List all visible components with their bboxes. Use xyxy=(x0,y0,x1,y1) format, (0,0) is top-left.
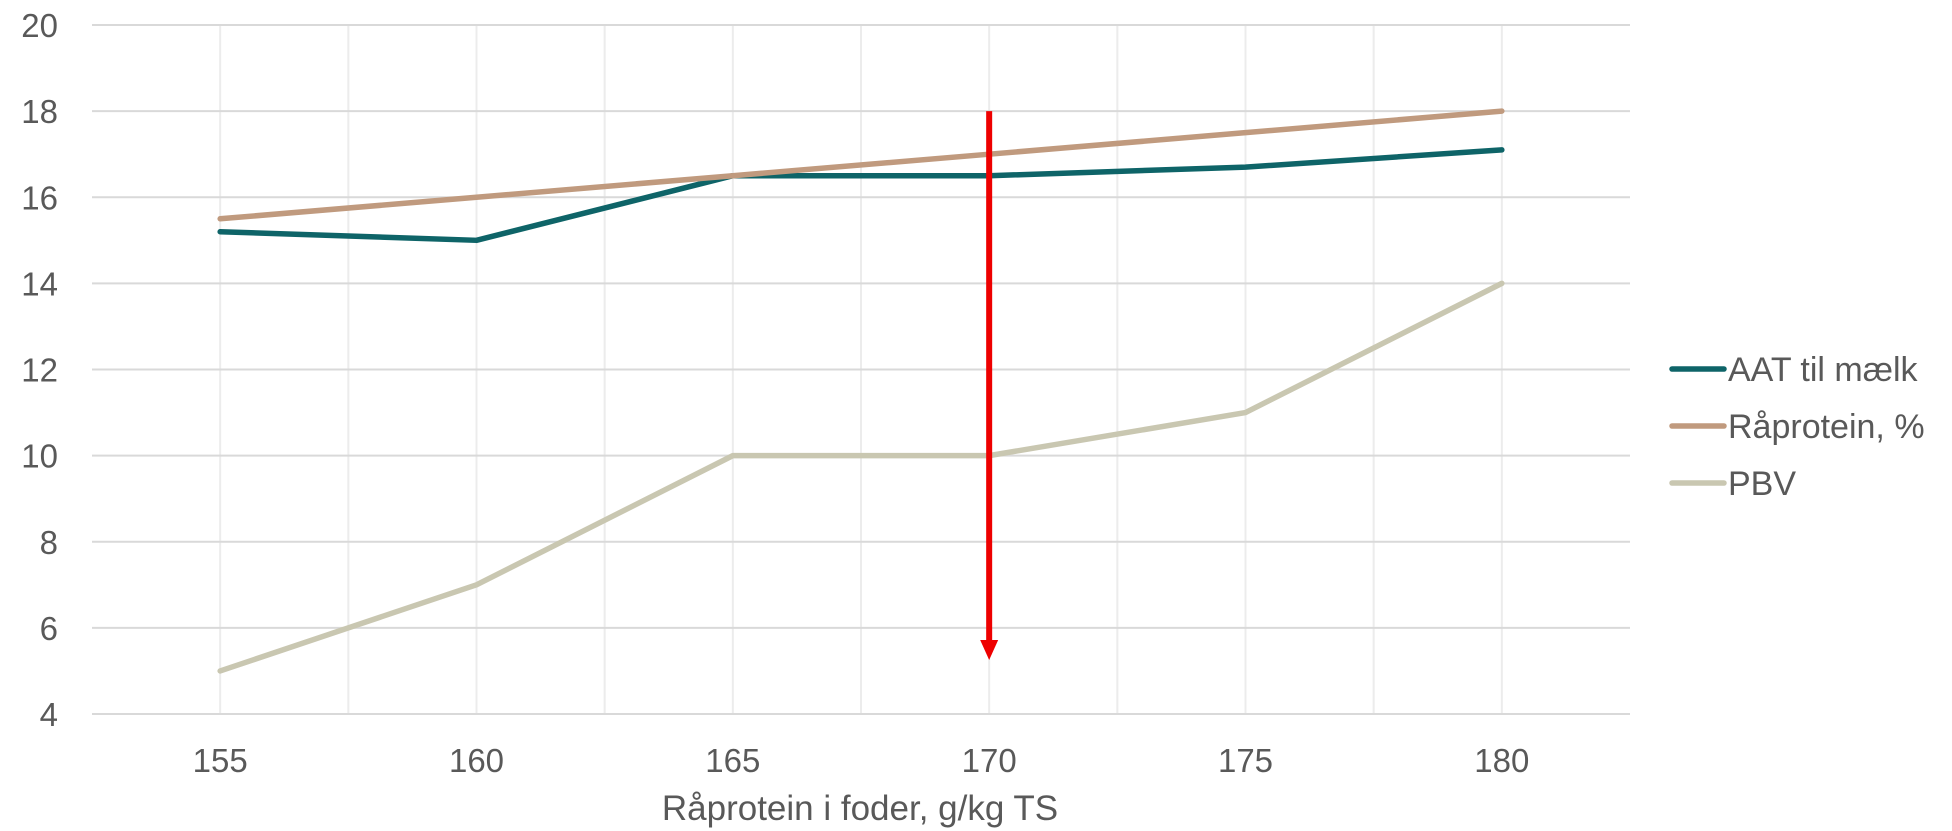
x-tick-label: 170 xyxy=(962,742,1017,779)
series-lines xyxy=(217,108,1505,674)
y-tick-label: 6 xyxy=(40,610,58,647)
series-line-1 xyxy=(217,147,1505,244)
legend-label: AAT til mælk xyxy=(1728,351,1919,389)
legend-entry: PBV xyxy=(1669,465,1796,503)
y-tick-label: 12 xyxy=(21,352,58,389)
x-tick-label: 175 xyxy=(1218,742,1273,779)
legend-label: PBV xyxy=(1728,465,1796,503)
x-tick-label: 160 xyxy=(449,742,504,779)
axes: 4 6 8 10 12 14 16 18 20 155 160 165 170 175 180 xyxy=(21,7,1529,779)
series-line-3 xyxy=(217,280,1505,674)
x-tick-label: 155 xyxy=(193,742,248,779)
annotations xyxy=(980,111,999,661)
y-tick-label: 8 xyxy=(40,524,58,561)
legend-entry: AAT til mælk xyxy=(1669,351,1919,389)
x-axis-title: Råprotein i foder, g/kg TS xyxy=(662,789,1058,828)
annotation-arrow-head xyxy=(980,640,999,661)
legend-label: Råprotein, % xyxy=(1728,408,1925,446)
legend: AAT til mælk Råprotein, % PBV xyxy=(1669,351,1925,503)
y-tick-label: 20 xyxy=(21,7,58,44)
x-tick-label: 165 xyxy=(705,742,760,779)
y-tick-label: 18 xyxy=(21,93,58,130)
y-tick-label: 10 xyxy=(21,438,58,475)
gridlines xyxy=(92,24,1630,715)
y-tick-label: 4 xyxy=(40,696,58,733)
y-tick-label: 14 xyxy=(21,265,58,302)
series-line-2 xyxy=(217,108,1505,222)
legend-entry: Råprotein, % xyxy=(1669,408,1925,446)
x-tick-label: 180 xyxy=(1474,742,1529,779)
y-tick-label: 16 xyxy=(21,179,58,216)
